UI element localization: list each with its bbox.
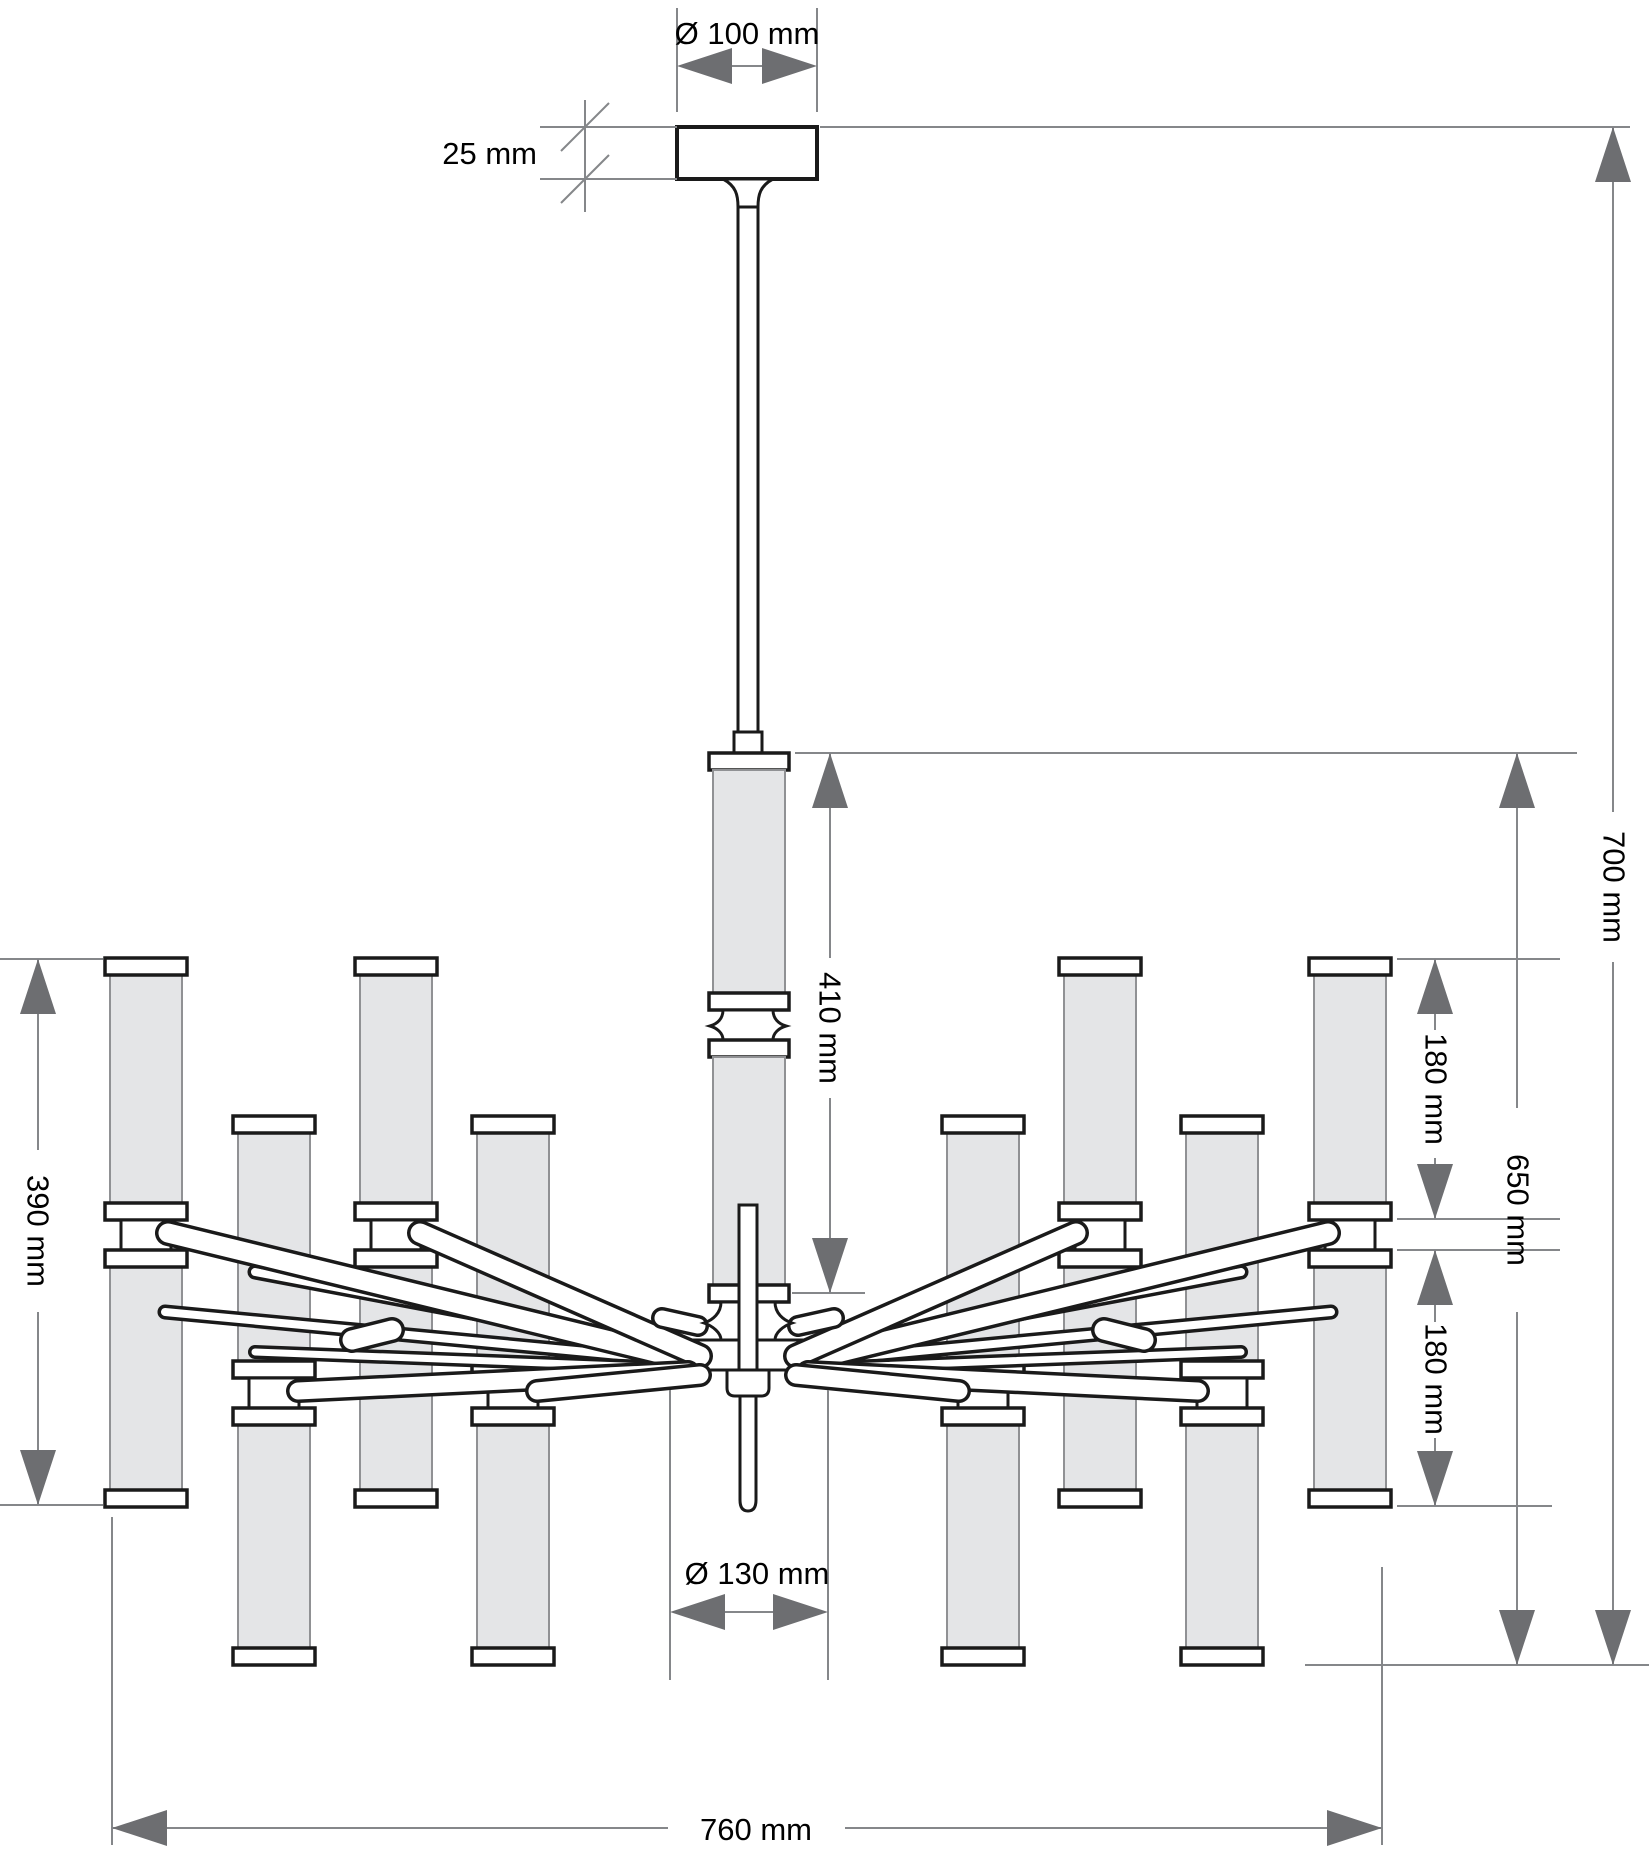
dimension-arrow xyxy=(1417,959,1453,1014)
lamp-column xyxy=(1307,956,1393,1509)
stem-flare xyxy=(722,177,774,209)
dim-label-lower-shade: 180 mm xyxy=(1419,1323,1454,1435)
ceiling-canopy xyxy=(675,125,819,181)
dimension-arrow xyxy=(112,1810,167,1846)
dimension-arrow xyxy=(762,48,817,84)
suspension-stem xyxy=(736,205,760,734)
arm xyxy=(651,1307,709,1337)
stem-joint xyxy=(732,730,764,755)
dimension-arrow xyxy=(20,959,56,1014)
dimension-arrow xyxy=(1327,1810,1382,1846)
hub-lower-block xyxy=(725,1368,771,1398)
dimension-arrow xyxy=(812,1238,848,1293)
dimension-arrow xyxy=(773,1594,828,1630)
dim-label-side-shade-height: 390 mm xyxy=(21,1175,56,1287)
finial-rod xyxy=(738,1394,758,1513)
dimension-arrow xyxy=(1417,1451,1453,1506)
dim-label-body-height: 650 mm xyxy=(1501,1154,1536,1266)
dimension-line xyxy=(560,102,610,152)
dimension-arrow xyxy=(20,1450,56,1505)
dimension-line xyxy=(560,154,610,204)
dimension-arrow xyxy=(1595,1610,1631,1665)
central-column xyxy=(675,125,819,1513)
arm xyxy=(1091,1317,1157,1353)
dim-label-hub-diameter: Ø 130 mm xyxy=(685,1556,830,1591)
dimension-arrow xyxy=(677,48,732,84)
dimension-arrow xyxy=(1499,753,1535,808)
center-rod xyxy=(737,1203,759,1372)
radial-arms xyxy=(155,1220,1341,1403)
dim-label-total-width: 760 mm xyxy=(700,1812,812,1847)
dim-label-canopy-height: 25 mm xyxy=(442,136,537,171)
dim-label-canopy-diameter: Ø 100 mm xyxy=(675,16,820,51)
arm xyxy=(787,1307,845,1337)
arm xyxy=(816,1304,1339,1368)
dimension-arrow xyxy=(1499,1610,1535,1665)
dimension-labels: Ø 100 mm 25 mm 410 mm 180 mm 180 mm 650 … xyxy=(21,16,1632,1847)
dim-label-total-height: 700 mm xyxy=(1597,831,1632,943)
hourglass-connector xyxy=(704,1008,792,1042)
dimension-arrow xyxy=(1417,1250,1453,1305)
arm xyxy=(784,1363,971,1403)
dimension-arrow xyxy=(1595,127,1631,182)
arm xyxy=(795,1220,1341,1373)
arm xyxy=(525,1363,712,1403)
lamp-column xyxy=(103,956,189,1509)
arm xyxy=(339,1317,405,1353)
dim-label-center-drop: 410 mm xyxy=(813,972,848,1084)
dimension-arrow xyxy=(670,1594,725,1630)
arm xyxy=(157,1304,680,1368)
arm xyxy=(407,1220,713,1369)
arm xyxy=(783,1220,1089,1369)
arm xyxy=(155,1220,701,1373)
dimension-arrow xyxy=(812,753,848,808)
dimension-arrow xyxy=(1417,1164,1453,1219)
dimension-lines xyxy=(0,8,1649,1846)
dim-label-upper-shade: 180 mm xyxy=(1419,1033,1454,1145)
